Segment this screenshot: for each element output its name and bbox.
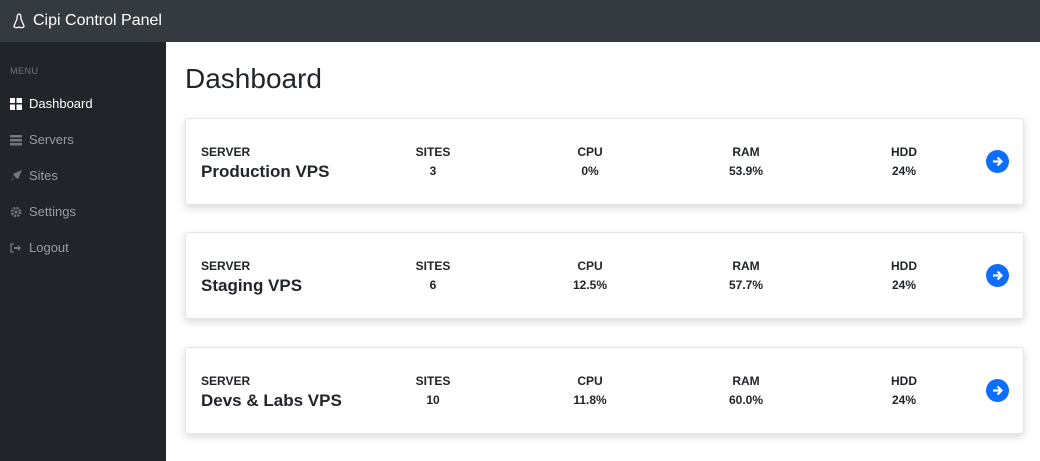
server-card[interactable]: SERVER Staging VPS SITES 6 CPU 12.5% RAM 57… bbox=[185, 232, 1024, 319]
ram-label: RAM bbox=[732, 145, 760, 159]
server-name: Staging VPS bbox=[201, 276, 303, 295]
sites-label: SITES bbox=[415, 374, 451, 388]
open-server-button[interactable] bbox=[986, 150, 1009, 173]
sites-value: 6 bbox=[429, 278, 437, 292]
server-label: SERVER bbox=[201, 145, 251, 159]
sites-label: SITES bbox=[415, 259, 451, 273]
grid-icon bbox=[10, 97, 22, 110]
ram-value: 53.9% bbox=[728, 164, 764, 178]
ram-value: 60.0% bbox=[728, 393, 764, 407]
server-icon bbox=[10, 134, 22, 145]
server-label: SERVER bbox=[201, 374, 251, 388]
top-navbar: Cipi Control Panel bbox=[0, 0, 1040, 42]
server-card[interactable]: SERVER Production VPS SITES 3 CPU 0% RAM 53… bbox=[185, 118, 1024, 205]
sidebar: MENU Dashboard Servers Sites Settings Lo… bbox=[0, 42, 166, 461]
sidebar-item-label: Settings bbox=[29, 204, 76, 219]
sidebar-item-servers[interactable]: Servers bbox=[10, 132, 74, 147]
ram-label: RAM bbox=[732, 374, 760, 388]
arrow-right-icon bbox=[993, 270, 1004, 281]
cpu-label: CPU bbox=[577, 259, 603, 273]
gear-icon bbox=[10, 206, 22, 217]
ram-value: 57.7% bbox=[728, 278, 764, 292]
sidebar-item-dashboard[interactable]: Dashboard bbox=[10, 96, 93, 111]
cpu-label: CPU bbox=[577, 145, 603, 159]
cpu-value: 12.5% bbox=[572, 278, 608, 292]
sites-label: SITES bbox=[415, 145, 451, 159]
hdd-value: 24% bbox=[891, 393, 917, 407]
sidebar-item-label: Servers bbox=[29, 132, 74, 147]
sidebar-item-logout[interactable]: Logout bbox=[10, 240, 69, 255]
ram-label: RAM bbox=[732, 259, 760, 273]
sites-value: 3 bbox=[429, 164, 437, 178]
sidebar-item-label: Logout bbox=[29, 240, 69, 255]
menu-heading: MENU bbox=[10, 66, 39, 76]
cpu-value: 11.8% bbox=[573, 393, 607, 407]
hdd-value: 24% bbox=[891, 164, 917, 178]
hdd-label: HDD bbox=[891, 145, 917, 159]
rocket-icon bbox=[11, 169, 22, 181]
sidebar-item-sites[interactable]: Sites bbox=[10, 168, 58, 183]
hdd-value: 24% bbox=[891, 278, 917, 292]
server-name: Production VPS bbox=[201, 162, 330, 181]
hdd-label: HDD bbox=[891, 374, 917, 388]
open-server-button[interactable] bbox=[986, 379, 1009, 402]
arrow-right-icon bbox=[993, 385, 1004, 396]
page-title: Dashboard bbox=[185, 63, 322, 94]
sidebar-item-settings[interactable]: Settings bbox=[10, 204, 76, 219]
open-server-button[interactable] bbox=[986, 264, 1009, 287]
logout-icon bbox=[10, 242, 21, 253]
server-label: SERVER bbox=[201, 259, 251, 273]
server-name: Devs & Labs VPS bbox=[201, 391, 342, 410]
sidebar-item-label: Dashboard bbox=[29, 96, 93, 111]
hdd-label: HDD bbox=[891, 259, 917, 273]
arrow-right-icon bbox=[993, 156, 1004, 167]
sites-value: 10 bbox=[426, 393, 440, 407]
server-card[interactable]: SERVER Devs & Labs VPS SITES 10 CPU 11.8% R… bbox=[185, 347, 1024, 434]
sidebar-item-label: Sites bbox=[29, 168, 58, 183]
cpu-value: 0% bbox=[581, 164, 599, 178]
cpu-label: CPU bbox=[577, 374, 603, 388]
app-title[interactable]: Cipi Control Panel bbox=[33, 12, 162, 29]
linux-logo-icon bbox=[13, 13, 25, 29]
